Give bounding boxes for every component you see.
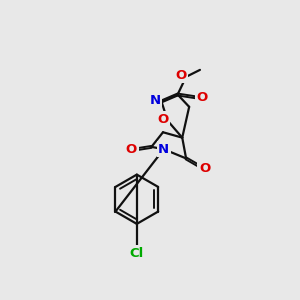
Text: N: N xyxy=(158,143,169,156)
Text: O: O xyxy=(196,91,208,104)
Text: N: N xyxy=(150,94,161,107)
Text: Cl: Cl xyxy=(130,247,144,260)
Text: O: O xyxy=(175,69,186,82)
Text: O: O xyxy=(199,162,210,175)
Text: O: O xyxy=(126,143,137,156)
Text: O: O xyxy=(158,113,169,126)
